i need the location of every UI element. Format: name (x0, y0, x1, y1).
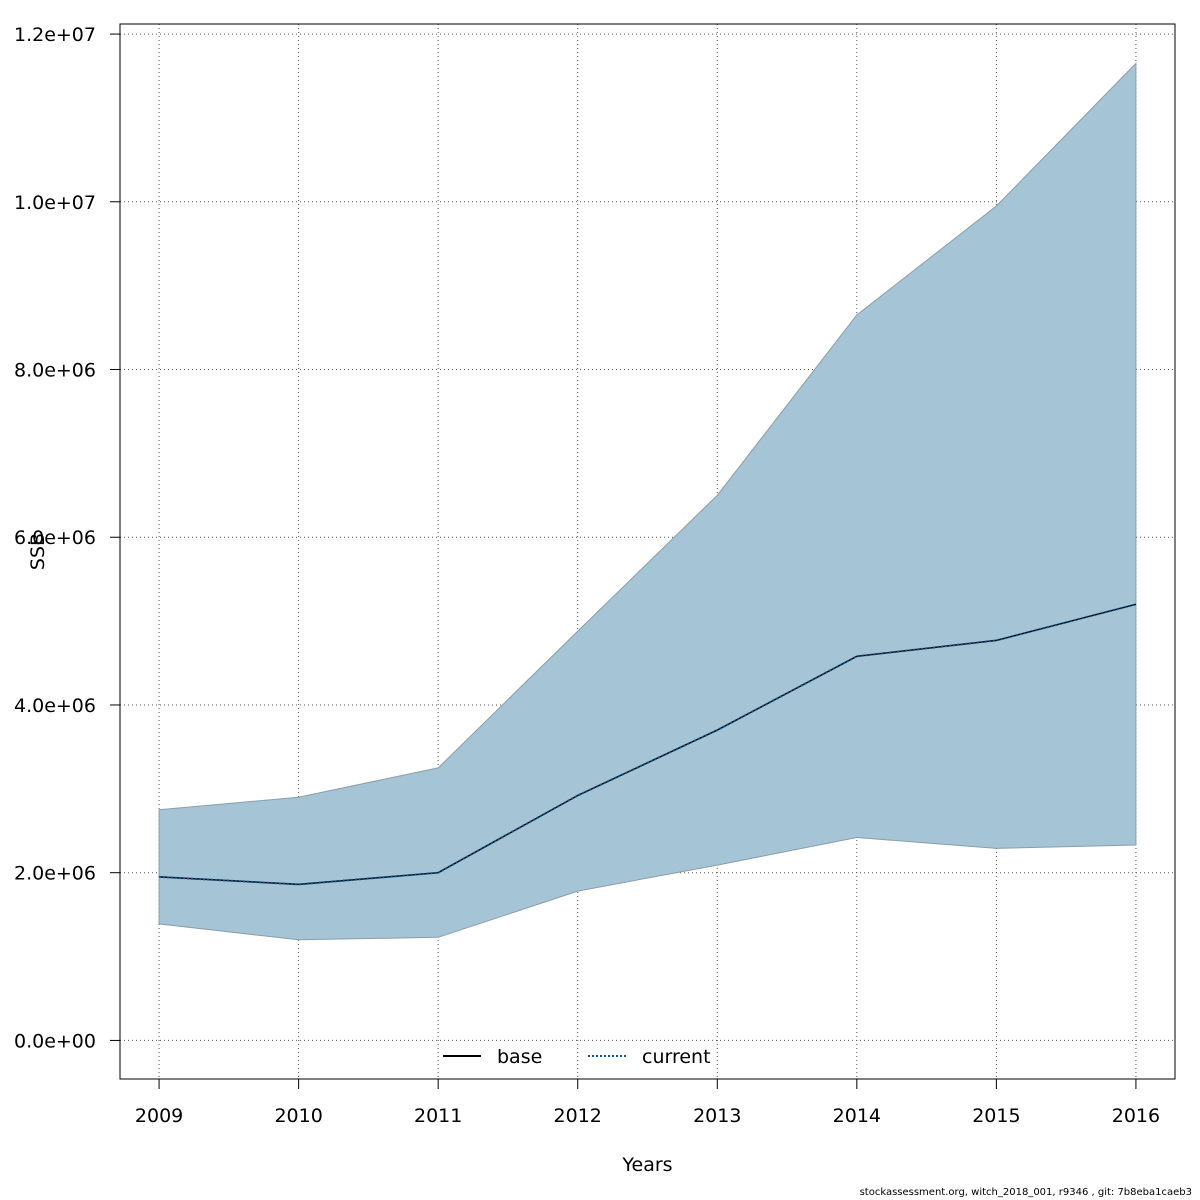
x-tick-label: 2012 (554, 1105, 602, 1127)
y-tick-label: 4.0e+06 (14, 695, 96, 717)
y-tick-label: 1.0e+07 (14, 192, 96, 214)
x-axis-title: Years (621, 1154, 672, 1176)
x-tick-label: 2009 (135, 1105, 183, 1127)
y-tick-label: 2.0e+06 (14, 863, 96, 885)
x-tick-label: 2011 (414, 1105, 462, 1127)
legend-label-base: base (497, 1046, 542, 1068)
x-axis: 2009 2010 2011 2012 2013 2014 2015 2016 (135, 1079, 1160, 1127)
y-tick-label: 8.0e+06 (14, 360, 96, 382)
y-tick-label: 6.0e+06 (14, 527, 96, 549)
x-tick-label: 2015 (972, 1105, 1020, 1127)
footer-credit: stockassessment.org, witch_2018_001, r93… (859, 1187, 1192, 1198)
x-tick-label: 2014 (833, 1105, 881, 1127)
x-tick-label: 2010 (274, 1105, 322, 1127)
legend: base current (443, 1046, 711, 1068)
y-tick-label: 0.0e+00 (14, 1030, 96, 1052)
y-axis-title: SSB (27, 533, 49, 570)
legend-label-current: current (642, 1046, 711, 1068)
x-tick-label: 2013 (693, 1105, 741, 1127)
series-line-current (159, 603, 1137, 886)
y-axis: 0.0e+00 2.0e+06 4.0e+06 6.0e+06 8.0e+06 1.0e+… (14, 24, 120, 1052)
series-lines (159, 603, 1137, 886)
x-tick-label: 2016 (1112, 1105, 1160, 1127)
y-tick-label: 1.2e+07 (14, 24, 96, 46)
confidence-band (158, 62, 1137, 941)
plot-frame (119, 23, 1176, 1080)
